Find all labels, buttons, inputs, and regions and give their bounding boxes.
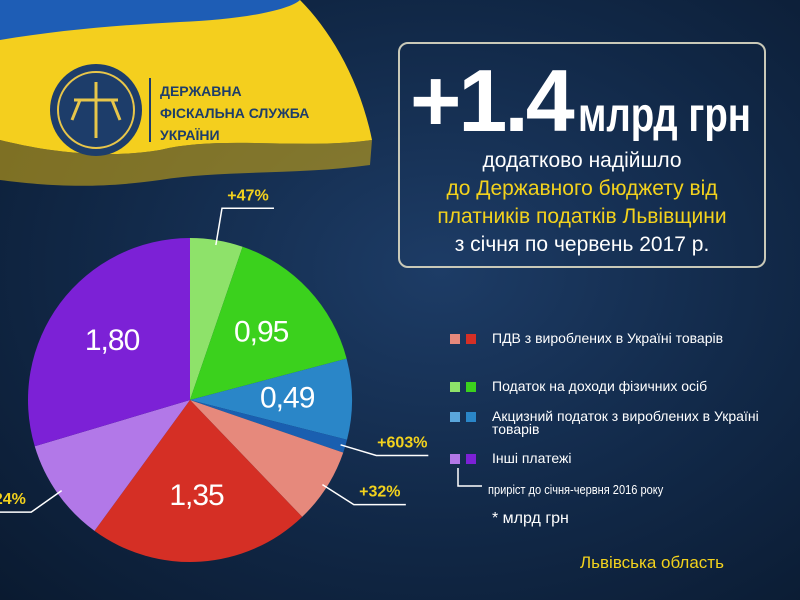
flag-blue xyxy=(0,0,300,40)
pie-slice xyxy=(190,400,344,517)
logo-text: ДЕРЖАВНА ФІСКАЛЬНА СЛУЖБА УКРАЇНИ xyxy=(160,80,309,146)
legend-label: ПДВ з вироблених в Україні товарів xyxy=(492,330,724,346)
unit-note: * млрд грн xyxy=(492,510,569,527)
legend-label: Акцизний податок з вироблених в Україні … xyxy=(492,408,759,437)
legend-label: Інші платежі xyxy=(492,450,572,466)
headline-line: додатково надійшло xyxy=(482,149,682,172)
pie-slice xyxy=(190,246,347,400)
headline-line: з січня по червень 2017 р. xyxy=(454,233,710,256)
legend-swatch xyxy=(466,454,476,464)
logo-line: ФІСКАЛЬНА СЛУЖБА xyxy=(160,105,310,121)
flag-shadow xyxy=(0,140,372,186)
legend-swatch xyxy=(450,334,460,344)
logo-ring xyxy=(57,71,135,149)
logo-scales xyxy=(70,82,122,138)
legend-swatch xyxy=(466,334,476,344)
legend-bracket xyxy=(457,468,482,487)
slice-label: 1,80 xyxy=(85,324,140,357)
legend-label: Податок на доходи фізичних осіб xyxy=(492,378,708,394)
region: Львівська область xyxy=(580,553,724,572)
callout-line xyxy=(340,444,429,457)
logo-line: УКРАЇНИ xyxy=(160,127,220,143)
slice-label: 0,95 xyxy=(234,316,289,349)
callout-label: +603% xyxy=(377,434,427,451)
headline: +1.4 млрд грн xyxy=(410,50,760,152)
headline-box: +1.4 млрд грн додатково надійшло до Держа… xyxy=(398,42,766,268)
legend-swatch xyxy=(450,412,460,422)
legend-swatch xyxy=(466,382,476,392)
headline-unit: млрд грн xyxy=(577,89,751,142)
legend-swatch xyxy=(466,412,476,422)
callout-label: +47% xyxy=(227,187,268,204)
legend-note: приріст до січня-червня 2016 року xyxy=(488,482,664,497)
callout-label: +32% xyxy=(359,484,400,501)
callout-label: +24% xyxy=(0,491,26,508)
headline-amount: +1.4 xyxy=(410,51,575,150)
pie-slice xyxy=(190,238,243,400)
legend-swatch xyxy=(450,382,460,392)
slice-label: 0,49 xyxy=(260,381,315,414)
slice-label: 1,35 xyxy=(169,479,224,512)
pie-slice xyxy=(190,400,348,453)
logo-line: ДЕРЖАВНА xyxy=(160,83,242,99)
pie-slice xyxy=(94,400,303,562)
headline-line: платників податків Львівщини xyxy=(437,205,727,228)
pie-slice xyxy=(28,238,191,447)
headline-line: до Державного бюджету від xyxy=(446,177,718,200)
callout-line xyxy=(0,490,63,513)
callout-line xyxy=(322,483,406,506)
callout-line xyxy=(215,207,274,246)
pie-slice xyxy=(34,400,191,531)
legend-swatch xyxy=(450,454,460,464)
pie-slice xyxy=(190,358,352,440)
